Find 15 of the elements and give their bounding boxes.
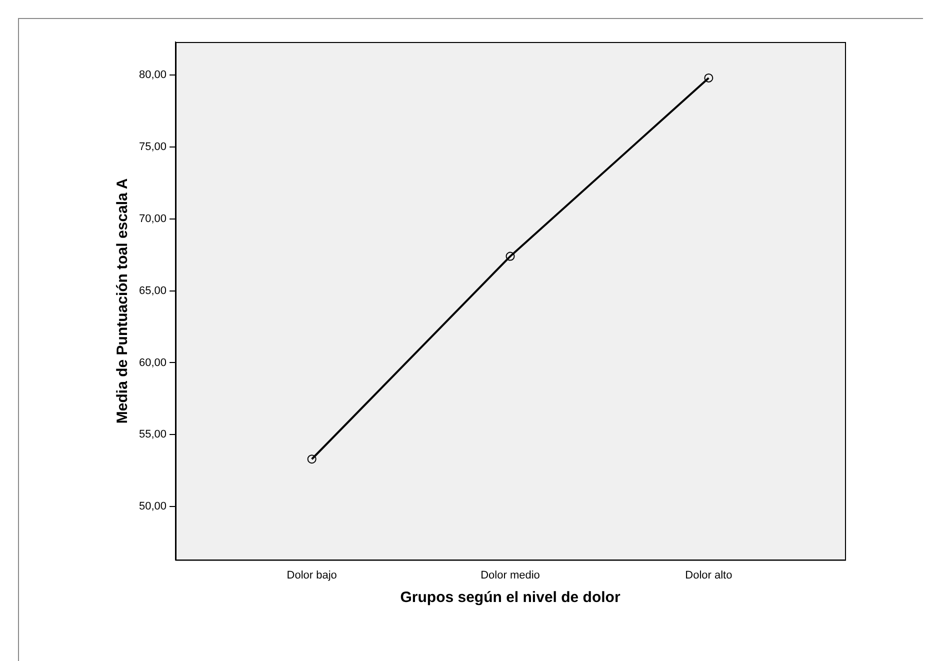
y-tick-label: 70,00 [138,212,167,225]
y-tick-label: 50,00 [138,500,167,513]
point [307,454,316,464]
y-tick-label: 80,00 [138,69,167,82]
y-tick-label: 75,00 [138,141,167,154]
x-tick-label: Dolor medio [480,569,540,582]
x-tick-label: Dolor alto [685,569,732,582]
y-tick-label: 60,00 [138,356,167,369]
y-tick-label: 65,00 [138,284,167,297]
point [506,252,515,261]
y-tick-label: 55,00 [138,428,167,441]
y-axis-title: Media de Puntuación toal escala A [114,178,132,424]
point [704,73,714,82]
x-tick-label: Dolor bajo [286,569,337,582]
x-axis-title: Grupos según el nivel de dolor [400,589,620,606]
